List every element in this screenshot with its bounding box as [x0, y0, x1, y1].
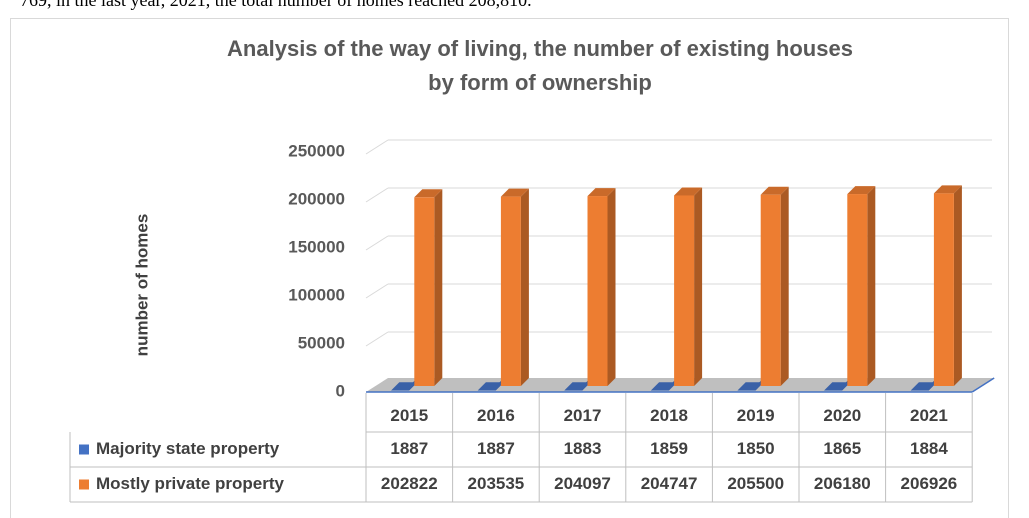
grid-line: [365, 139, 389, 155]
table-value: 202822: [381, 474, 438, 493]
bar-side: [694, 187, 703, 386]
bar-top: [910, 382, 937, 391]
chart-title: Analysis of the way of living, the numbe…: [227, 36, 853, 95]
bar-top: [500, 188, 529, 197]
table-value: 1887: [477, 439, 515, 458]
bar-side: [867, 186, 876, 386]
y-tick-label: 50000: [298, 333, 345, 352]
bar-side: [520, 188, 529, 386]
grid-line: [365, 283, 389, 299]
floor-edge: [971, 377, 995, 393]
bar: [910, 390, 929, 391]
bar: [933, 193, 954, 386]
table-value: 1884: [910, 439, 948, 458]
x-tick-label: 2019: [737, 406, 775, 425]
bar-side: [780, 186, 789, 386]
bar: [477, 390, 496, 391]
bar: [414, 197, 435, 386]
table-value: 204097: [554, 474, 611, 493]
bar-top: [414, 189, 443, 198]
bar: [737, 390, 756, 391]
x-tick-label: 2016: [477, 406, 515, 425]
x-tick-label: 2018: [650, 406, 688, 425]
bar-side: [434, 189, 443, 386]
legend-swatch: [79, 444, 89, 455]
legend-label: Mostly private property: [96, 474, 285, 493]
bar: [847, 194, 868, 386]
chart-frame: [10, 18, 1009, 518]
table-value: 1865: [823, 439, 861, 458]
bar: [564, 390, 583, 391]
y-tick-label: 100000: [288, 285, 345, 304]
bar: [674, 195, 695, 386]
bar-top: [674, 187, 703, 196]
table-value: 205500: [727, 474, 784, 493]
bar-top: [760, 186, 789, 195]
legend-swatch: [79, 479, 89, 490]
x-tick-label: 2017: [564, 406, 602, 425]
bar-side: [607, 188, 616, 386]
bar-top: [847, 186, 876, 195]
table-value: 1883: [564, 439, 602, 458]
table-value: 1859: [650, 439, 688, 458]
bar: [651, 390, 670, 391]
x-tick-label: 2021: [910, 406, 948, 425]
table-value: 1887: [390, 439, 428, 458]
table-value: 204747: [641, 474, 698, 493]
y-tick-label: 150000: [288, 237, 345, 256]
bar-side: [953, 185, 962, 386]
bar: [587, 196, 608, 386]
grid-line: [365, 235, 389, 251]
x-tick-label: 2015: [390, 406, 428, 425]
table-value: 206926: [901, 474, 958, 493]
grid-line: [365, 331, 389, 347]
table-value: 206180: [814, 474, 871, 493]
table-value: 1850: [737, 439, 775, 458]
bar-top: [824, 382, 851, 391]
y-tick-label: 200000: [288, 189, 345, 208]
bar: [760, 194, 781, 386]
bar: [391, 390, 410, 391]
grid-line: [365, 187, 389, 203]
context-text: 769, in the last year, 2021, the total n…: [20, 0, 532, 10]
bar-top: [737, 382, 764, 391]
table-value: 203535: [468, 474, 525, 493]
bar-top: [933, 185, 962, 194]
bar-top: [564, 382, 591, 391]
bar-top: [587, 188, 616, 197]
bar: [500, 196, 521, 386]
bar-top: [651, 382, 678, 391]
bar-top: [391, 382, 418, 391]
legend-label: Majority state property: [96, 439, 280, 458]
y-tick-label: 250000: [288, 141, 345, 160]
x-tick-label: 2020: [823, 406, 861, 425]
y-axis-label: number of homes: [132, 214, 151, 357]
bar: [824, 390, 843, 391]
y-tick-label: 0: [336, 381, 345, 400]
bar-top: [477, 382, 504, 391]
